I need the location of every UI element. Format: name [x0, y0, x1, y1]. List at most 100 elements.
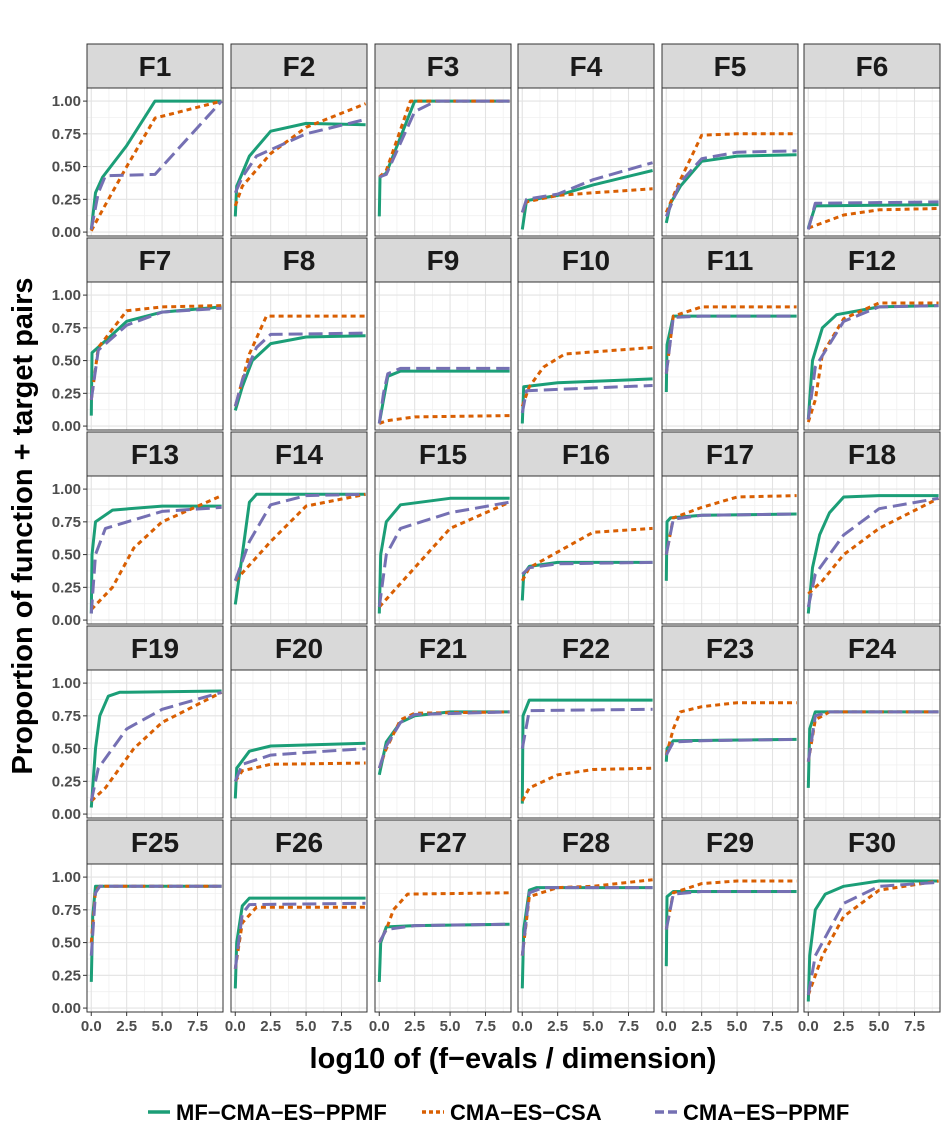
panel-background-f11: [662, 282, 798, 430]
strip-f16: [517, 431, 655, 477]
panel-border-f16: [517, 475, 655, 625]
x-tick-label: 7.5: [331, 1018, 352, 1035]
panel-background-f29: [662, 864, 798, 1012]
panel-background-f25: [87, 864, 223, 1012]
panel-f10: F10: [517, 237, 655, 431]
strip-label-f6: F6: [856, 51, 889, 82]
strip-f26: [230, 819, 368, 865]
series-line-f26-2: [233, 905, 366, 970]
strip-label-f29: F29: [706, 827, 754, 858]
series-line-f30-2: [806, 879, 939, 996]
panel-f6: F6: [803, 43, 941, 237]
strip-label-f5: F5: [714, 51, 747, 82]
strip-f17: [661, 431, 799, 477]
series-line-f27-3: [377, 922, 510, 944]
series-line-f8-3: [233, 331, 366, 407]
x-tick-label: 2.5: [404, 1018, 425, 1035]
panel-border-f15: [374, 475, 512, 625]
panel-background-f5: [662, 88, 798, 236]
series-line-f2-3: [233, 117, 366, 194]
y-tick-label: 0.00: [52, 418, 81, 435]
panel-f15: F15: [374, 431, 512, 625]
x-tick-label: 5.0: [296, 1018, 317, 1035]
panel-background-f22: [518, 670, 654, 818]
panel-border-f30: [803, 863, 941, 1013]
strip-f25: [86, 819, 224, 865]
series-line-f20-2: [234, 761, 366, 783]
panel-background-f2: [231, 88, 367, 236]
legend-label-cma-es-csa: CMA−ES−CSA: [450, 1100, 602, 1125]
strip-f15: [374, 431, 512, 477]
series-line-f29-2: [664, 879, 797, 930]
series-line-f13-1: [89, 504, 222, 614]
strip-f24: [803, 625, 941, 671]
x-tick-label: 2.5: [260, 1018, 281, 1035]
panel-background-f6: [804, 88, 940, 236]
strip-label-f11: F11: [707, 245, 754, 276]
series-line-f19-2: [90, 690, 223, 803]
series-line-f9-2: [378, 414, 510, 425]
x-tick-label: 7.5: [904, 1018, 925, 1035]
panel-f13: F13 0.00 0.25 0.50 0.75 1.00: [52, 431, 224, 629]
series-line-f30-1: [806, 879, 939, 1002]
panel-f14: F14: [230, 431, 368, 625]
strip-label-f21: F21: [419, 633, 467, 664]
strip-label-f17: F17: [706, 439, 754, 470]
x-tick-label: 7.5: [475, 1018, 496, 1035]
panel-border-f28: [517, 863, 655, 1013]
panel-f4: F4: [517, 43, 655, 237]
series-line-f28-3: [520, 886, 653, 956]
series-line-f8-1: [233, 334, 366, 411]
x-tick-label: 2.5: [547, 1018, 568, 1035]
y-tick-label: 1.00: [52, 481, 81, 498]
panel-border-f13: [86, 475, 224, 625]
panel-border-f1: [86, 87, 224, 237]
series-line-f15-3: [377, 500, 510, 608]
x-tick-label: 7.5: [762, 1018, 783, 1035]
panel-background-f24: [804, 670, 940, 818]
panel-border-f29: [661, 863, 799, 1013]
series-line-f22-3: [520, 707, 653, 749]
series-line-f27-1: [377, 922, 510, 982]
series-line-f24-3: [806, 710, 939, 762]
x-tick-label: 5.0: [583, 1018, 604, 1035]
panel-background-f17: [662, 476, 798, 624]
series-line-f5-2: [664, 132, 797, 213]
series-line-f13-3: [89, 505, 222, 614]
panel-border-f10: [517, 281, 655, 431]
series-line-f1-2: [89, 99, 222, 232]
y-tick-label: 0.75: [52, 514, 81, 531]
x-tick-label: 5.0: [727, 1018, 748, 1035]
legend-label-cma-es-ppmf: CMA−ES−PPMF: [683, 1100, 849, 1125]
y-tick-label: 0.00: [52, 1000, 81, 1017]
strip-f11: [661, 237, 799, 283]
panel-f29: F29 0.0 2.5 5.0 7.5: [656, 819, 799, 1035]
panel-border-f27: [374, 863, 512, 1013]
strip-f8: [230, 237, 368, 283]
panel-f3: F3: [374, 43, 512, 237]
series-line-f4-3: [520, 161, 654, 213]
strip-label-f2: F2: [283, 51, 316, 82]
series-line-f23-3: [664, 737, 797, 756]
panel-background-f3: [375, 88, 511, 236]
panel-border-f3: [374, 87, 512, 237]
strip-label-f27: F27: [419, 827, 467, 858]
series-line-f7-1: [89, 305, 222, 416]
panel-border-f25: [86, 863, 224, 1013]
y-tick-label: 0.75: [52, 902, 81, 919]
panel-f17: F17: [661, 431, 799, 625]
panel-border-f26: [230, 863, 368, 1013]
strip-f3: [374, 43, 512, 89]
series-line-f1-1: [89, 99, 222, 230]
strip-label-f16: F16: [562, 439, 610, 470]
series-line-f3-3: [378, 99, 510, 179]
y-tick-label: 0.50: [52, 159, 81, 176]
panel-border-f4: [517, 87, 655, 237]
panel-f7: F7 0.00 0.25 0.50 0.75 1.00: [52, 237, 224, 435]
y-tick-label: 0.00: [52, 806, 81, 823]
panel-border-f8: [230, 281, 368, 431]
y-tick-label: 0.25: [52, 191, 81, 208]
series-line-f30-3: [806, 880, 939, 996]
